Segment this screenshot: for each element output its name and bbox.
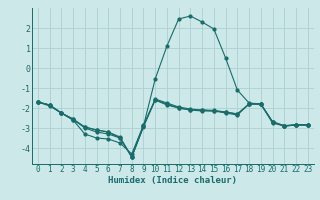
X-axis label: Humidex (Indice chaleur): Humidex (Indice chaleur) xyxy=(108,176,237,185)
